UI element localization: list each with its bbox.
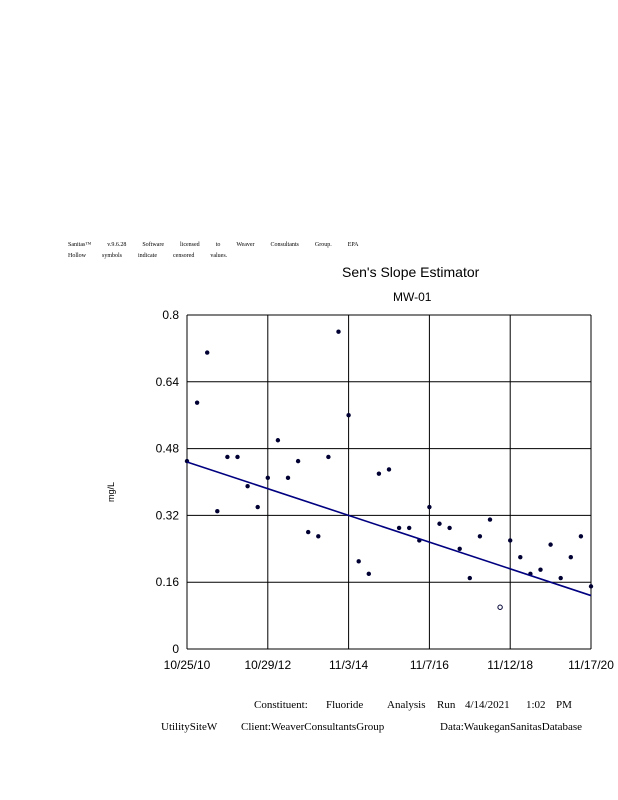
data-point <box>245 483 250 489</box>
footer-date: 4/14/2021 <box>465 699 510 711</box>
footer-database: Data:WaukeganSanitasDatabase <box>440 721 583 733</box>
x-tick-label: 11/7/16 <box>410 658 449 672</box>
data-point <box>194 400 200 405</box>
footer-run: Run <box>437 699 456 711</box>
footer-ampm: PM <box>556 699 572 711</box>
y-axis-label: mg/L <box>106 482 116 502</box>
data-point <box>386 467 392 472</box>
license-word: Weaver <box>236 242 255 248</box>
data-point <box>568 554 573 560</box>
data-point <box>487 517 493 522</box>
data-point <box>205 350 210 355</box>
data-point <box>346 413 351 418</box>
note-word: values. <box>210 253 228 259</box>
chart-points <box>184 329 594 610</box>
footer-constituent-value: Fluoride <box>326 699 364 711</box>
y-tick-label: 0.48 <box>156 442 180 456</box>
license-word: Sanitas™ <box>68 242 92 248</box>
data-point <box>285 475 291 481</box>
data-point <box>275 438 281 443</box>
data-point <box>427 504 432 510</box>
footer-constituent-label: Constituent: <box>254 699 308 711</box>
note-word: Hollow <box>68 253 86 259</box>
data-point <box>295 458 301 464</box>
y-tick-label: 0.64 <box>156 375 180 389</box>
license-word: v.9.6.28 <box>107 242 127 248</box>
data-point <box>255 504 260 510</box>
data-point <box>326 454 331 460</box>
data-point <box>518 554 523 560</box>
chart-ticks: 0 0.16 0.32 0.48 0.64 0.8 10/25/10 10/29/12 11/3… <box>156 308 615 672</box>
data-point <box>538 567 543 572</box>
data-point <box>396 525 402 531</box>
data-point <box>316 534 321 539</box>
y-tick-label: 0 <box>172 642 179 656</box>
data-point <box>376 471 382 476</box>
x-tick-label: 10/29/12 <box>244 658 291 672</box>
note-word: censored <box>173 253 195 259</box>
x-tick-label: 10/25/10 <box>164 658 211 672</box>
data-point <box>457 546 462 551</box>
data-point <box>265 475 270 481</box>
footer-time: 1:02 <box>526 699 546 711</box>
note-word: symbols <box>102 253 123 259</box>
data-point <box>336 329 341 334</box>
chart-trend <box>186 461 592 597</box>
y-tick-label: 0.8 <box>162 308 179 322</box>
note-line: Hollow symbols indicate censored values. <box>68 253 243 259</box>
data-point <box>356 559 361 564</box>
chart-title: Sen's Slope Estimator <box>342 264 480 280</box>
y-tick-label: 0.16 <box>156 575 180 589</box>
x-tick-label: 11/12/18 <box>487 658 533 672</box>
x-tick-label: 11/3/14 <box>329 658 368 672</box>
y-tick-label: 0.32 <box>156 508 180 522</box>
license-word: Group. <box>314 242 332 248</box>
footer-analysis: Analysis <box>387 699 426 711</box>
footer-site: UtilitySiteW <box>161 721 218 733</box>
license-line: Sanitas™ v.9.6.28 Software licensed to Weaver… <box>68 242 375 248</box>
note-word: indicate <box>138 253 158 259</box>
data-point <box>508 538 513 543</box>
chart: 0 0.16 0.32 0.48 0.64 0.8 10/25/10 10/29/12 11/3… <box>106 308 615 672</box>
data-point-censored <box>497 604 503 610</box>
data-point <box>558 575 563 581</box>
license-word: Software <box>142 242 165 248</box>
chart-subtitle: MW-01 <box>393 290 432 304</box>
data-point <box>467 575 472 581</box>
license-word: Consultants <box>270 242 299 248</box>
footer-client: Client:WeaverConsultantsGroup <box>241 721 385 733</box>
chart-grid <box>186 314 592 650</box>
license-word: to <box>215 242 221 248</box>
license-word: EPA <box>347 242 359 248</box>
data-point <box>407 525 412 531</box>
license-word: licensed <box>180 242 200 248</box>
data-point <box>306 529 311 535</box>
data-point <box>588 584 594 589</box>
data-point <box>366 571 371 577</box>
data-point <box>477 534 483 539</box>
data-point <box>235 454 240 460</box>
x-tick-label: 11/17/20 <box>568 658 614 672</box>
data-point <box>225 454 230 460</box>
data-point <box>578 534 584 539</box>
data-point <box>447 525 452 531</box>
data-point <box>215 509 220 514</box>
data-point <box>548 542 553 547</box>
data-point <box>437 521 442 526</box>
trend-line <box>186 461 592 597</box>
